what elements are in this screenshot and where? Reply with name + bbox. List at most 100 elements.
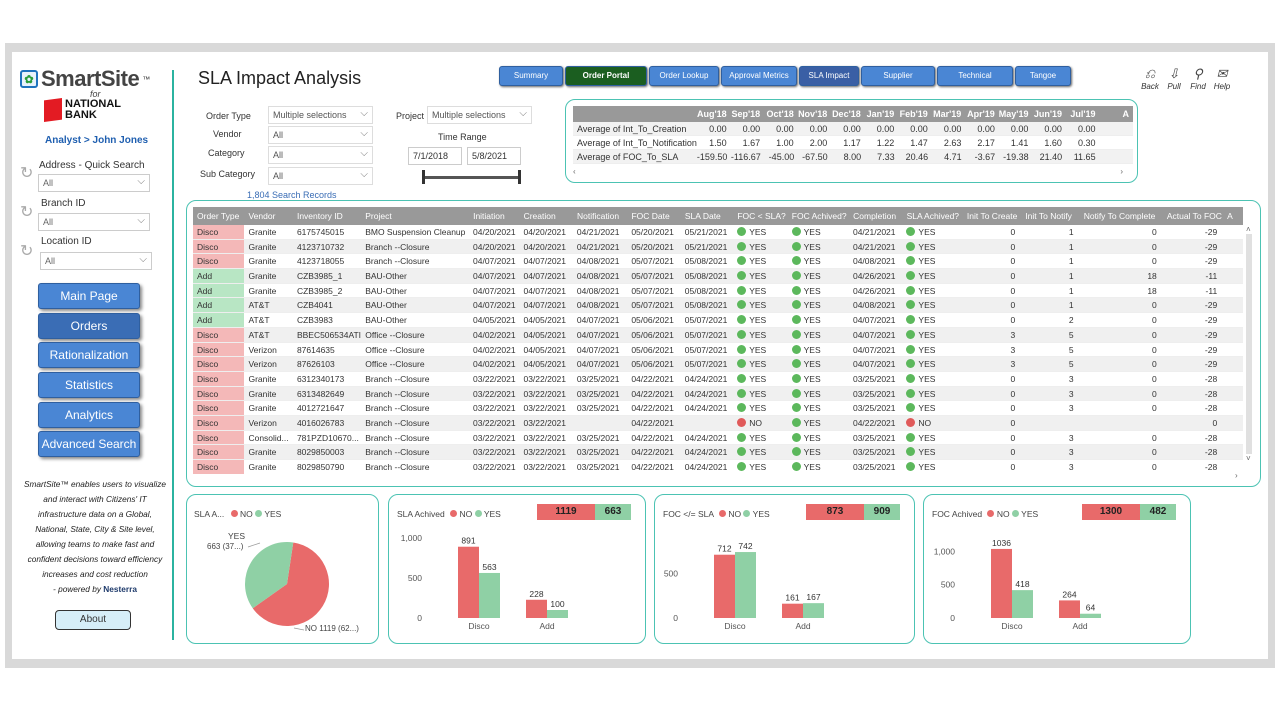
nav-rationalization[interactable]: Rationalization [38, 342, 140, 368]
back-button[interactable]: ⎌ Back [1141, 66, 1159, 91]
bar-disco-yes[interactable] [479, 572, 500, 618]
column-header[interactable]: Completion [853, 211, 897, 221]
table-cell: 0 [1010, 417, 1016, 428]
help-button[interactable]: ✉ Help [1213, 66, 1231, 91]
bar-disco-no[interactable] [714, 554, 735, 618]
bar-add-no[interactable] [1059, 600, 1080, 618]
end-date-input[interactable]: 5/8/2021 [467, 147, 521, 165]
reset-filter-icon[interactable]: ↻ [20, 204, 34, 221]
reset-filter-icon[interactable]: ↻ [20, 165, 34, 182]
column-header[interactable]: FOC < SLA? [737, 211, 786, 221]
column-header[interactable]: A [1227, 211, 1233, 221]
nav-orders[interactable]: Orders [38, 313, 140, 339]
table-cell: -29 [1204, 359, 1218, 370]
table-row[interactable]: Disco Granite 6312340173 Branch --Closure 03… [193, 371, 1243, 387]
bar-disco-yes[interactable] [1012, 590, 1033, 618]
branch-filter-dropdown[interactable]: All ⌵ [38, 213, 150, 231]
column-header[interactable]: Initiation [473, 211, 505, 221]
find-button[interactable]: ⚲ Find [1188, 66, 1208, 91]
table-vertical-scrollbar[interactable]: ˄ ˅ [1246, 225, 1254, 465]
table-row[interactable]: Disco Granite 6175745015 BMO Suspension Cle… [193, 225, 1243, 240]
tab-order-portal[interactable]: Order Portal [565, 66, 647, 86]
table-row[interactable]: Disco Granite 8029850003 Branch --Closure 03… [193, 445, 1243, 460]
table-row[interactable]: Add AT&T CZB3983 BAU-Other 04/05/2021 04/05/2… [193, 313, 1243, 328]
column-header[interactable]: FOC Achived? [791, 211, 847, 221]
bar-add-no[interactable] [782, 603, 803, 618]
column-header[interactable]: SLA Date [684, 211, 721, 221]
bar-disco-no[interactable] [991, 548, 1012, 618]
table-cell: 3 [1068, 403, 1074, 414]
vendor-dropdown[interactable]: All ⌵ [268, 126, 373, 144]
yes-count-badge: 482 [1140, 504, 1176, 520]
status-cell: YES [788, 328, 849, 342]
table-cell [573, 416, 627, 430]
table-cell: Granite [248, 241, 277, 252]
column-header[interactable]: Inventory ID [296, 211, 343, 221]
table-row[interactable]: Add Granite CZB3985_1 BAU-Other 04/07/2021 04… [193, 269, 1243, 284]
table-row[interactable]: Disco Granite 8029850790 Branch --Closure 03… [193, 460, 1243, 474]
reset-filter-icon[interactable]: ↻ [20, 243, 34, 260]
table-row[interactable]: Disco Granite 4012721647 Branch --Closure 03… [193, 401, 1243, 416]
table-row[interactable]: Disco Consolid... 781PZD10670... Branch --C… [193, 430, 1243, 446]
table-row[interactable]: Add Granite CZB3985_2 BAU-Other 04/07/2021 04… [193, 283, 1243, 299]
sub-category-dropdown[interactable]: All ⌵ [268, 167, 373, 185]
nav-main-page[interactable]: Main Page [38, 283, 140, 309]
table-row[interactable]: Disco Verizon 4016026783 Branch --Closure 03… [193, 415, 1243, 431]
time-range-slider[interactable] [424, 176, 521, 179]
column-header[interactable]: Notification [577, 211, 620, 221]
bar-add-yes[interactable] [803, 603, 824, 618]
column-header[interactable]: SLA Achived? [906, 211, 960, 221]
column-header[interactable]: Order Type [197, 211, 240, 221]
table-row[interactable]: Disco AT&T BBEC506534ATI Office --Closure 04… [193, 327, 1243, 343]
bar-disco-yes[interactable] [735, 552, 756, 618]
table-row[interactable]: Add AT&T CZB4041 BAU-Other 04/07/2021 04/07/2… [193, 298, 1243, 314]
column-header[interactable]: Notify To Complete [1083, 211, 1156, 221]
column-header[interactable]: Init To Create [966, 211, 1018, 221]
scroll-right-icon[interactable]: › [1235, 471, 1238, 480]
table-cell: 05/20/2021 [631, 227, 674, 237]
table-row[interactable]: Disco Verizon 87614635 Office --Closure 04/0… [193, 342, 1243, 358]
bar-disco-no[interactable] [458, 546, 479, 618]
bar-add-yes[interactable] [547, 610, 568, 618]
order-type-dropdown[interactable]: Multiple selections ⌵ [268, 106, 373, 124]
column-header[interactable]: Actual To FOC [1166, 211, 1222, 221]
bar-add-yes[interactable] [1080, 613, 1101, 618]
table-row[interactable]: Disco Granite 4123710732 Branch --Closure 04… [193, 239, 1243, 255]
column-header[interactable]: Project [365, 211, 392, 221]
tab-supplier-contacts[interactable]: Supplier Contacts [861, 66, 935, 98]
pull-button[interactable]: ⇩ Pull [1164, 66, 1184, 91]
pie-slice-yes[interactable] [245, 542, 294, 609]
table-row[interactable]: Disco Verizon 87626103 Office --Closure 04/0… [193, 357, 1243, 372]
table-cell: 0 [1152, 329, 1157, 340]
nav-statistics[interactable]: Statistics [38, 372, 140, 398]
table-row[interactable]: Disco Granite 6313482649 Branch --Closure 03… [193, 386, 1243, 402]
tab-summary[interactable]: Summary [499, 66, 563, 86]
address-filter-dropdown[interactable]: All ⌵ [38, 174, 150, 192]
bar-add-no[interactable] [526, 599, 547, 618]
tab-tangoe-tool[interactable]: Tangoe Tool [1015, 66, 1071, 98]
column-header[interactable]: Creation [523, 211, 556, 221]
table-row[interactable]: Disco Granite 4123718055 Branch --Closure 04… [193, 254, 1243, 270]
nav-analytics[interactable]: Analytics [38, 402, 140, 428]
table-cell: 03/22/2021 [473, 403, 516, 414]
column-header[interactable]: Vendor [248, 211, 276, 221]
column-header[interactable]: Init To Notify [1025, 211, 1072, 221]
status-dot-icon [737, 271, 747, 281]
nav-advanced-search[interactable]: Advanced Search [38, 431, 140, 457]
project-dropdown[interactable]: Multiple selections ⌵ [427, 106, 532, 124]
tab-technical-contacts[interactable]: Technical Contacts [937, 66, 1013, 98]
location-filter-dropdown[interactable]: All ⌵ [40, 252, 152, 270]
table-cell: 05/08/2021 [684, 271, 728, 282]
column-header[interactable]: FOC Date [631, 211, 670, 221]
slider-handle-end[interactable] [518, 170, 521, 184]
category-dropdown[interactable]: All ⌵ [268, 146, 373, 164]
tab-order-lookup[interactable]: Order Lookup [649, 66, 719, 86]
pie-slice-no[interactable] [252, 542, 329, 626]
slider-handle-start[interactable] [422, 170, 425, 184]
matrix-scrollbar[interactable]: ‹ › [573, 167, 1123, 176]
start-date-input[interactable]: 7/1/2018 [408, 147, 462, 165]
about-button[interactable]: About [55, 610, 131, 630]
table-cell: 03/22/2021 [523, 388, 567, 399]
tab-sla-impact[interactable]: SLA Impact [799, 66, 859, 86]
tab-approval-metrics[interactable]: Approval Metrics [721, 66, 797, 86]
